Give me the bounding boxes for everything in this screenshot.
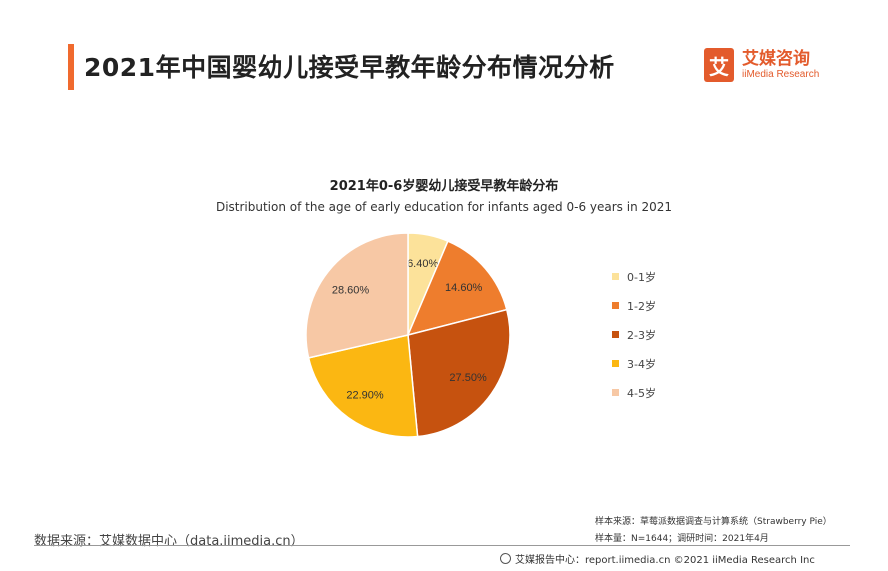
legend-label: 0-1岁 — [627, 270, 656, 284]
legend-label: 3-4岁 — [627, 357, 656, 371]
page-title: 2021年中国婴幼儿接受早教年龄分布情况分析 — [84, 53, 615, 82]
iimedia-logo: 艾 艾媒咨询 iiMedia Research — [704, 48, 819, 82]
globe-icon — [500, 553, 511, 564]
pie-slice-label: 14.60% — [445, 282, 483, 294]
chart-subtitle: Distribution of the age of early educati… — [215, 200, 673, 214]
title-accent-bar — [68, 44, 74, 90]
legend-swatch — [612, 273, 619, 280]
sample-size-note: 样本量：N=1644；调研时间：2021年4月 — [595, 534, 769, 544]
legend-swatch — [612, 360, 619, 367]
legend-item: 0-1岁 — [612, 262, 656, 291]
logo-mark-icon: 艾 — [704, 48, 734, 82]
legend-label: 4-5岁 — [627, 386, 656, 400]
footer-copyright: 艾媒报告中心：report.iimedia.cn ©2021 iiMedia R… — [500, 551, 815, 566]
pie-slice-3-4岁 — [307, 334, 419, 438]
legend-swatch — [612, 331, 619, 338]
pie-slice-4-5岁 — [305, 232, 409, 359]
legend-swatch — [612, 389, 619, 396]
pie-slice-label: 22.90% — [346, 390, 384, 402]
pie-slice-label: 6.40% — [407, 258, 438, 270]
chart-legend: 0-1岁 1-2岁 2-3岁 3-4岁 4-5岁 — [612, 262, 656, 407]
pie-slice-2-3岁 — [407, 308, 511, 438]
logo-text: 艾媒咨询 iiMedia Research — [742, 50, 819, 80]
pie-slice-1-2岁 — [406, 240, 508, 337]
copyright-text: 艾媒报告中心：report.iimedia.cn ©2021 iiMedia R… — [515, 555, 815, 566]
legend-item: 3-4岁 — [612, 349, 656, 378]
footer-divider — [34, 545, 850, 546]
logo-en-text: iiMedia Research — [742, 68, 820, 80]
pie-slice-label: 27.50% — [449, 372, 487, 384]
legend-item: 1-2岁 — [612, 291, 656, 320]
chart-title: 2021年0-6岁婴幼儿接受早教年龄分布 — [329, 179, 559, 194]
legend-label: 1-2岁 — [627, 299, 656, 313]
legend-item: 4-5岁 — [612, 378, 656, 407]
legend-label: 2-3岁 — [627, 328, 656, 342]
logo-cn-text: 艾媒咨询 — [742, 49, 810, 70]
legend-item: 2-3岁 — [612, 320, 656, 349]
legend-swatch — [612, 302, 619, 309]
data-source: 数据来源：艾媒数据中心（data.iimedia.cn） — [34, 534, 304, 549]
sample-source-note: 样本来源：草莓派数据调查与计算系统（Strawberry Pie） — [595, 517, 832, 527]
pie-slice-label: 28.60% — [332, 284, 370, 296]
